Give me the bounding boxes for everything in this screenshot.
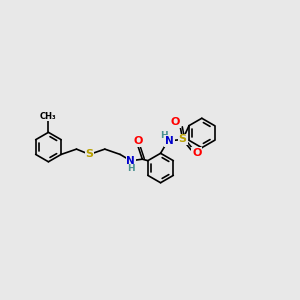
Text: S: S [179, 134, 187, 145]
Text: O: O [170, 117, 180, 127]
Text: H: H [160, 131, 167, 140]
Text: S: S [85, 149, 94, 159]
Text: O: O [192, 148, 202, 158]
Text: N: N [127, 156, 135, 167]
Text: CH₃: CH₃ [40, 112, 57, 121]
Text: H: H [128, 164, 135, 173]
Text: N: N [165, 136, 174, 146]
Text: O: O [133, 136, 142, 146]
